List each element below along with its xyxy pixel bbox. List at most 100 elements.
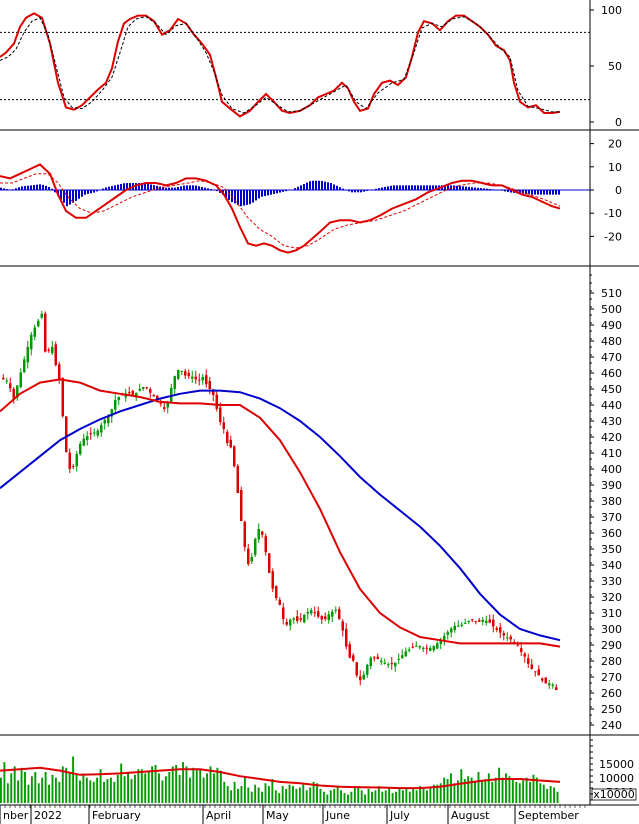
candle-body bbox=[548, 683, 551, 686]
volume-bar bbox=[350, 791, 353, 803]
volume-bar bbox=[48, 784, 50, 803]
macd-series-line bbox=[0, 163, 561, 254]
volume-bar bbox=[429, 787, 432, 803]
macd-histogram-bar bbox=[78, 190, 80, 199]
y-tick-label: 390 bbox=[601, 479, 622, 492]
macd-histogram-bar bbox=[390, 185, 392, 190]
y-tick-label: 430 bbox=[601, 415, 622, 428]
y-tick-label: -10 bbox=[604, 207, 622, 220]
x-tick-label-1: 2022 bbox=[34, 809, 62, 822]
macd-histogram-bar bbox=[306, 182, 308, 190]
y-tick-label: 510 bbox=[601, 287, 622, 300]
candle-body bbox=[331, 611, 334, 617]
moving-average-line bbox=[0, 389, 561, 642]
candle-body bbox=[523, 653, 526, 657]
candle-body bbox=[138, 389, 141, 391]
candle-body bbox=[243, 521, 246, 547]
macd-histogram-bar bbox=[114, 185, 116, 190]
volume-bar bbox=[65, 767, 68, 803]
candle-body bbox=[100, 425, 103, 433]
macd-histogram-bar bbox=[429, 185, 431, 190]
macd-histogram-bar bbox=[69, 190, 71, 205]
macd-histogram-bar bbox=[123, 183, 125, 190]
macd-histogram-bar bbox=[363, 190, 365, 192]
candle-body bbox=[527, 658, 530, 664]
macd-histogram-bar bbox=[480, 188, 482, 190]
candle-body bbox=[233, 446, 236, 467]
volume-bar bbox=[405, 787, 408, 803]
candle-body bbox=[488, 619, 491, 623]
macd-histogram-bar bbox=[468, 186, 470, 190]
macd-histogram-bar bbox=[30, 185, 32, 190]
volume-bar bbox=[226, 786, 229, 803]
volume-bar bbox=[522, 780, 525, 803]
macd-histogram-bar bbox=[393, 185, 395, 190]
y-tick-label: 270 bbox=[601, 671, 622, 684]
macd-histogram-bar bbox=[135, 183, 137, 190]
candle-body bbox=[222, 422, 225, 429]
macd-histogram-bar bbox=[486, 188, 488, 190]
candle-body bbox=[380, 660, 383, 663]
volume-bar bbox=[61, 766, 64, 803]
macd-histogram-bar bbox=[150, 184, 152, 190]
candle-body bbox=[478, 620, 481, 622]
macd-histogram-bar bbox=[246, 190, 248, 205]
y-tick-label: 450 bbox=[601, 383, 622, 396]
macd-histogram-bar bbox=[228, 190, 230, 200]
volume-bar bbox=[30, 776, 33, 803]
candle-body bbox=[54, 344, 57, 365]
volume-bar bbox=[168, 772, 171, 803]
macd-histogram-bar bbox=[543, 190, 545, 195]
candle-body bbox=[170, 387, 173, 402]
candle-body bbox=[485, 620, 488, 624]
volume-bar bbox=[44, 772, 47, 803]
macd-histogram-bar bbox=[279, 190, 281, 193]
macd-histogram-bar bbox=[81, 190, 83, 197]
macd-histogram-bar bbox=[288, 190, 290, 191]
volume-bar bbox=[374, 790, 377, 803]
volume-bar bbox=[164, 776, 167, 803]
candle-body bbox=[509, 636, 512, 640]
y-tick-label: 480 bbox=[601, 335, 622, 348]
volume-bar bbox=[333, 788, 336, 803]
macd-histogram-bar bbox=[183, 185, 185, 190]
macd-histogram-bar bbox=[99, 190, 101, 191]
macd-histogram-bar bbox=[444, 185, 446, 190]
volume-bar bbox=[419, 786, 422, 803]
macd-histogram-bar bbox=[108, 186, 110, 190]
macd-histogram-bar bbox=[255, 190, 257, 201]
macd-histogram-bar bbox=[420, 185, 422, 190]
macd-histogram-bar bbox=[54, 190, 56, 193]
volume-bar bbox=[542, 784, 545, 803]
y-tick-label: 340 bbox=[601, 559, 622, 572]
volume-bar bbox=[336, 786, 339, 803]
y-tick-label: 240 bbox=[601, 719, 622, 732]
macd-histogram-bar bbox=[51, 188, 53, 190]
macd-histogram-bar bbox=[339, 187, 341, 190]
candle-body bbox=[173, 376, 176, 389]
macd-histogram-bar bbox=[501, 190, 503, 191]
candle-body bbox=[208, 381, 211, 389]
macd-histogram-bar bbox=[315, 180, 317, 190]
volume-bar bbox=[178, 774, 181, 803]
volume-bar bbox=[113, 781, 116, 803]
macd-histogram-bar bbox=[459, 186, 461, 190]
volume-bar bbox=[202, 777, 205, 803]
macd-histogram-bar bbox=[192, 185, 194, 190]
candle-body bbox=[401, 655, 404, 659]
macd-histogram-bar bbox=[147, 183, 149, 190]
volume-bar bbox=[453, 783, 456, 803]
macd-histogram-bar bbox=[195, 185, 197, 190]
candle-body bbox=[481, 619, 484, 622]
volume-bar bbox=[161, 780, 164, 803]
candle-body bbox=[30, 334, 33, 350]
y-tick-label: 500 bbox=[601, 303, 622, 316]
x-tick-label-8: September bbox=[518, 809, 579, 822]
volume-bar bbox=[309, 787, 312, 803]
candle-body bbox=[142, 387, 145, 390]
volume-bar bbox=[546, 788, 549, 803]
volume-bar bbox=[213, 773, 215, 803]
macd-histogram-bar bbox=[90, 190, 92, 194]
volume-bar bbox=[195, 769, 198, 803]
macd-histogram-bar bbox=[354, 190, 356, 193]
